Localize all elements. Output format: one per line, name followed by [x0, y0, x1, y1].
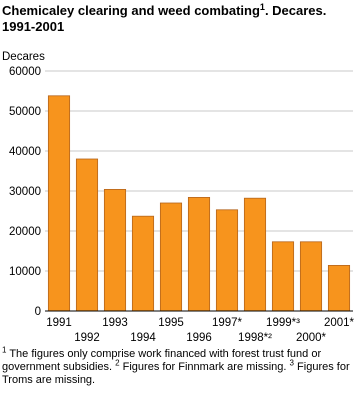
bar	[215, 209, 239, 312]
y-tick-label: 60000	[9, 66, 41, 78]
chart: Chemicaley clearing and weed combating1.…	[2, 2, 355, 344]
footnote-mark: 2	[115, 358, 120, 368]
footnote-text: Figures for Finnmark are missing.	[122, 361, 287, 373]
bar	[187, 196, 211, 312]
footnotes: 1 The figures only comprise work finance…	[2, 345, 358, 387]
footnote-mark: 1	[2, 345, 7, 355]
bar	[47, 95, 71, 312]
bar	[271, 241, 295, 312]
y-tick-label: 20000	[9, 226, 41, 238]
x-tick-label: 2001*	[324, 317, 355, 329]
bar	[299, 241, 323, 312]
x-tick-label: 1995	[158, 317, 184, 329]
y-tick-label: 0	[35, 306, 41, 318]
y-tick-label: 30000	[9, 186, 41, 198]
title-text: Chemicaley clearing and weed combating	[2, 3, 260, 18]
bar	[243, 197, 267, 312]
title-note: 1	[260, 2, 265, 12]
x-tick-label: 1998*²	[238, 332, 272, 344]
y-tick-label: 50000	[9, 106, 41, 118]
bar	[159, 202, 183, 312]
x-tick-label: 1992	[74, 332, 100, 344]
bar	[103, 188, 127, 312]
footnote-text: Figures for Troms are missing.	[2, 361, 350, 386]
bar	[327, 264, 351, 312]
x-tick-label: 1994	[130, 332, 156, 344]
y-tick-label: 10000	[9, 266, 41, 278]
chart-subtitle: 1991-2001	[2, 19, 64, 34]
footnote-text: The figures only comprise work financed …	[2, 348, 322, 373]
y-tick-label: 40000	[9, 146, 41, 158]
chart-title: Chemicaley clearing and weed combating1.…	[2, 2, 326, 18]
footnote-mark: 3	[289, 358, 294, 368]
x-tick-label: 1996	[186, 332, 212, 344]
x-tick-label: 1999*³	[266, 317, 300, 329]
title-suffix: . Decares.	[265, 3, 326, 18]
bar	[75, 158, 99, 312]
x-tick-label: 2000*	[296, 332, 327, 344]
x-tick-label: 1993	[102, 317, 128, 329]
bar	[131, 215, 155, 312]
x-tick-label: 1991	[46, 317, 72, 329]
x-tick-label: 1997*	[212, 317, 243, 329]
y-axis-label: Decares	[2, 51, 45, 63]
